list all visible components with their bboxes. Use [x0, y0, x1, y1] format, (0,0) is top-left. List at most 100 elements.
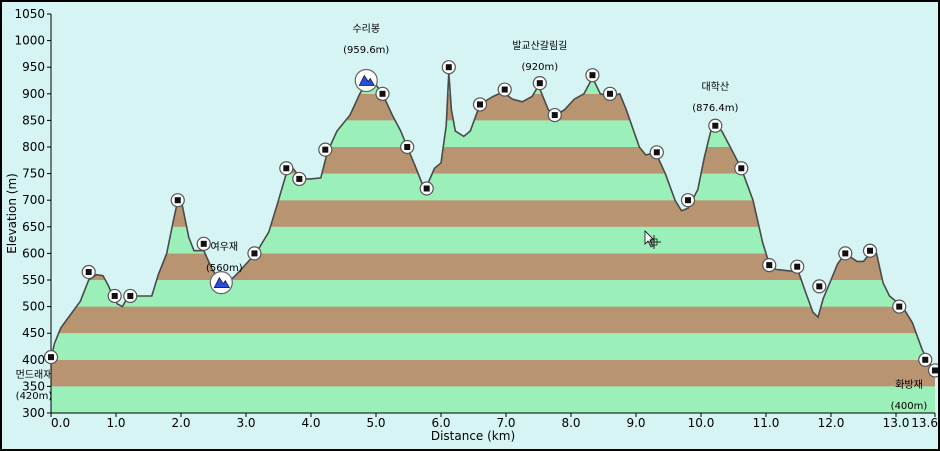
waypoint-marker [375, 86, 390, 101]
waypoint-marker [123, 288, 138, 304]
waypoint-marker [927, 363, 938, 378]
x-tick-label: 5.0 [366, 416, 385, 430]
peak-elevation: (560m) [206, 263, 243, 274]
waypoint-marker [196, 236, 211, 251]
x-tick-label: 10.0 [688, 416, 715, 430]
y-tick-label: 600 [22, 246, 45, 260]
tick-labels: 300 350 400 450 500 550 600 650 700 750 800 850 900 9… [14, 7, 938, 430]
y-tick-label: 550 [22, 273, 45, 287]
x-tick-label: 8.0 [561, 416, 580, 430]
peak-annotation: 먼드래재 (420m) [16, 369, 53, 402]
waypoint-marker [472, 97, 488, 112]
peak-annotation: 여우재 (560m) [206, 241, 243, 274]
elevation-band [51, 14, 935, 41]
peak-annotation: 발교산갈림길 (920m) [512, 39, 567, 73]
elevation-band [51, 226, 935, 254]
y-tick-label: 450 [22, 326, 45, 340]
waypoint-marker [43, 350, 59, 365]
peak-annotation: 화방재 (400m) [891, 379, 928, 412]
x-tick-label: 0.0 [51, 416, 70, 430]
y-tick-label: 400 [22, 353, 45, 367]
y-tick-label: 800 [22, 140, 45, 154]
peak-annotation: 대학산 (876.4m) [692, 81, 738, 114]
waypoint-marker [762, 258, 777, 273]
y-tick-label: 1000 [14, 34, 45, 48]
y-tick-label: 850 [22, 113, 45, 127]
y-tick-label: 650 [22, 220, 45, 234]
waypoint-marker [292, 171, 307, 187]
peak-name: 발교산갈림길 [512, 39, 567, 52]
waypoint-marker [400, 139, 415, 155]
waypoint-marker [318, 142, 333, 157]
x-tick-label: 2.0 [171, 416, 190, 430]
waypoint-marker [812, 279, 827, 294]
waypoint-marker [918, 352, 933, 367]
waypoint-marker [680, 193, 696, 208]
peak-name: 대학산 [701, 81, 729, 93]
peak-elevation: (400m) [891, 401, 928, 412]
waypoint-marker [547, 107, 562, 123]
x-tick-label: 13.6 [911, 416, 938, 430]
x-tick-label: 1.0 [106, 416, 125, 430]
peak-annotations: 수리봉 (959.6m) 여우재 (560m) 발교산갈림길 (920m) 대학산 (876.… [16, 23, 928, 412]
y-tick-label: 750 [22, 167, 45, 181]
waypoint-marker [708, 118, 723, 133]
elevation-band [51, 93, 935, 121]
peak-name: 여우재 [210, 241, 238, 253]
elevation-band [51, 120, 935, 147]
elevation-band [51, 386, 935, 413]
y-tick-label: 500 [22, 300, 45, 314]
mountain-icon [209, 271, 233, 295]
peak-elevation: (959.6m) [343, 45, 389, 56]
waypoint-marker [790, 259, 805, 274]
peak-elevation: (876.4m) [692, 103, 738, 114]
x-tick-label: 7.0 [496, 416, 515, 430]
waypoint-marker [107, 288, 122, 304]
x-tick-label: 9.0 [626, 416, 645, 430]
x-tick-label: 3.0 [236, 416, 255, 430]
waypoint-marker [585, 68, 600, 83]
waypoint-marker [838, 246, 853, 261]
peak-name: 화방재 [895, 379, 923, 391]
elevation-band [51, 280, 935, 307]
peak-elevation: (420m) [16, 391, 53, 402]
x-tick-label: 11.0 [753, 416, 780, 430]
waypoint-marker [532, 76, 547, 91]
y-axis-label: Elevation (m) [5, 173, 19, 254]
peak-name: 수리봉 [352, 23, 380, 35]
peak-name: 먼드래재 [16, 369, 53, 381]
y-tick-label: 950 [22, 60, 45, 74]
waypoint-marker [81, 264, 96, 280]
elevation-band [51, 147, 935, 174]
waypoint-marker [734, 161, 749, 176]
waypoint-marker [279, 161, 294, 176]
waypoint-marker [497, 82, 512, 97]
waypoint-marker [247, 246, 262, 261]
elevation-band [51, 306, 935, 334]
elevation-band [51, 41, 935, 68]
elevation-band [51, 72, 935, 94]
y-tick-label: 350 [22, 379, 45, 393]
waypoint-marker [170, 193, 185, 208]
mouse-cursor-icon [644, 230, 661, 249]
waypoint-markers [43, 60, 938, 378]
elevation-band [51, 333, 935, 360]
waypoint-marker [649, 145, 664, 160]
y-tick-label: 1050 [14, 7, 45, 21]
x-tick-label: 6.0 [431, 416, 450, 430]
y-tick-label: 700 [22, 193, 45, 207]
x-tick-label: 4.0 [301, 416, 320, 430]
x-tick-label: 13.0 [883, 416, 910, 430]
peak-annotation: 수리봉 (959.6m) [343, 23, 389, 56]
elevation-band [51, 359, 935, 387]
axes [50, 14, 935, 414]
x-tick-label: 12.0 [818, 416, 845, 430]
waypoint-marker [419, 181, 434, 196]
waypoint-marker [441, 60, 456, 75]
y-tick-label: 900 [22, 87, 45, 101]
waypoint-marker [892, 299, 907, 314]
x-axis-label: Distance (km) [431, 429, 515, 443]
peak-elevation: (920m) [521, 62, 558, 73]
